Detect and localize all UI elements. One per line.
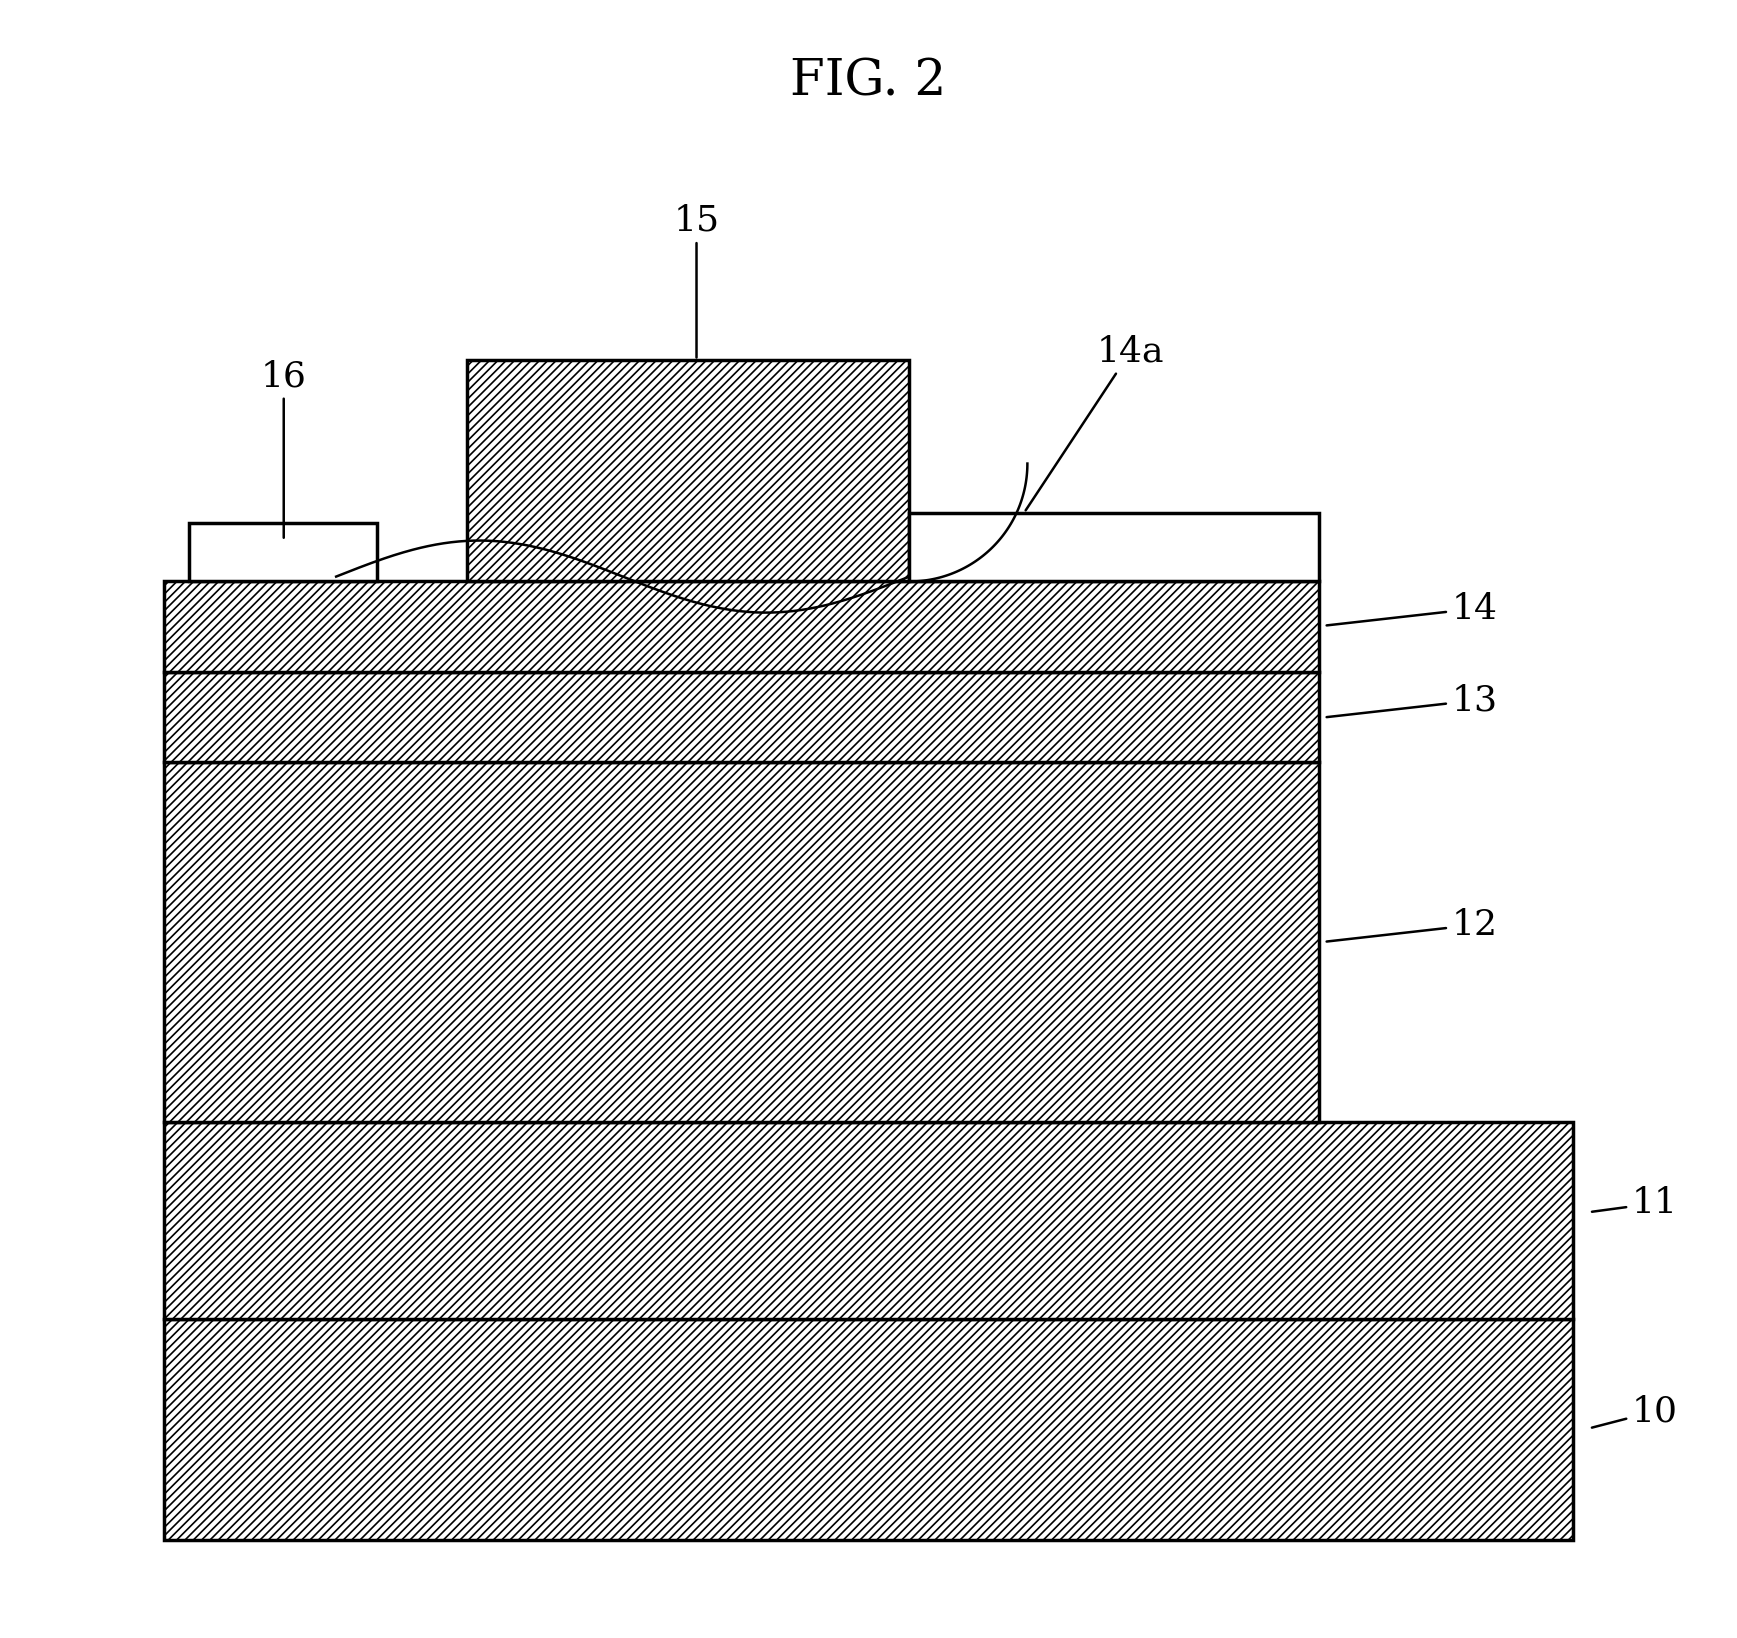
Bar bbox=[165, 762, 1318, 1122]
Text: 14a: 14a bbox=[1025, 334, 1164, 511]
Text: 11: 11 bbox=[1593, 1186, 1678, 1220]
Text: 10: 10 bbox=[1591, 1394, 1678, 1428]
Text: 13: 13 bbox=[1327, 683, 1497, 717]
Text: 14: 14 bbox=[1327, 591, 1497, 626]
Bar bbox=[165, 581, 1318, 672]
Bar bbox=[910, 513, 1318, 581]
Text: 15: 15 bbox=[674, 203, 719, 357]
Text: FIG. 2: FIG. 2 bbox=[790, 57, 947, 106]
Text: 12: 12 bbox=[1327, 907, 1497, 942]
Text: 16: 16 bbox=[261, 359, 307, 537]
Bar bbox=[189, 523, 377, 581]
Bar bbox=[165, 672, 1318, 762]
Bar bbox=[467, 360, 910, 581]
Bar bbox=[165, 1319, 1572, 1540]
Bar bbox=[165, 1122, 1572, 1319]
